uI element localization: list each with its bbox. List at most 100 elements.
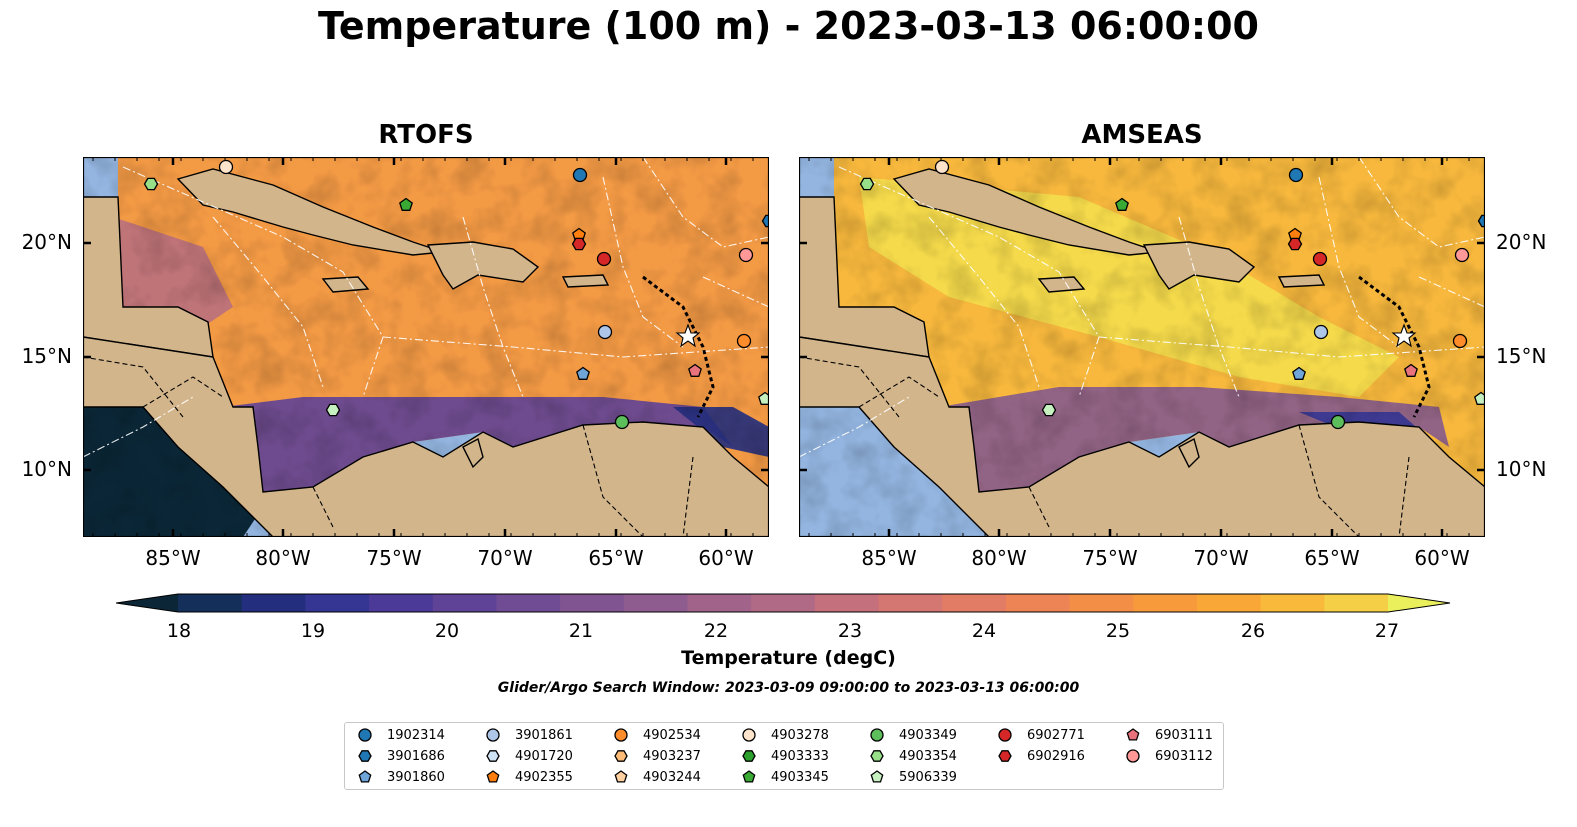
float-marker <box>614 414 630 430</box>
float-marker-icon <box>742 728 756 742</box>
lon-label: 60°W <box>698 546 754 570</box>
country-border <box>1298 424 1360 537</box>
lon-label: 80°W <box>255 546 311 570</box>
legend-item: 4903278 <box>741 725 829 745</box>
island-arc <box>1358 275 1431 418</box>
eez-boundary <box>122 166 384 398</box>
float-marker-icon <box>1126 749 1140 763</box>
float-marker <box>486 728 500 742</box>
float-marker <box>571 237 587 251</box>
float-marker-icon <box>614 770 628 783</box>
colorbar-segment <box>623 594 689 612</box>
float-marker <box>614 728 628 742</box>
colorbar-segment <box>942 594 1007 612</box>
float-marker <box>143 177 159 191</box>
float-marker <box>1312 251 1328 267</box>
panel-title-amseas: AMSEAS <box>1081 120 1203 150</box>
colorbar-label: Temperature (degC) <box>681 647 896 669</box>
float-marker <box>358 750 372 762</box>
eez-boundary <box>83 396 194 458</box>
land-cuba <box>892 168 1160 256</box>
land-trinidad <box>1178 437 1200 469</box>
star-marker <box>1391 323 1417 348</box>
float-marker <box>1292 366 1306 380</box>
float-marker <box>1452 333 1468 349</box>
legend-item: 4901720 <box>485 746 573 766</box>
colorbar-segment <box>560 594 625 612</box>
country-border <box>799 356 900 418</box>
lon-label: 60°W <box>1414 546 1470 570</box>
legend-item: 1902314 <box>357 725 445 745</box>
lat-label: 20°N <box>21 230 72 254</box>
float-marker-icon <box>486 770 500 783</box>
float-marker-icon <box>742 750 756 762</box>
float-marker-icon <box>998 750 1012 762</box>
colorbar-segment <box>1005 594 1071 612</box>
lon-label: 80°W <box>971 546 1027 570</box>
eez-boundary <box>602 176 684 348</box>
colorbar-segment <box>305 594 370 612</box>
float-marker <box>325 403 341 417</box>
lat-label: 10°N <box>21 457 72 481</box>
float-marker <box>576 366 590 380</box>
legend-item: 3901860 <box>357 767 445 787</box>
lon-label: 75°W <box>1082 546 1138 570</box>
land-jamaica <box>1037 276 1086 293</box>
legend-item: 3901861 <box>485 725 573 745</box>
lat-label: 15°N <box>21 344 72 368</box>
land-hispaniola <box>426 241 540 290</box>
legend-item: 6902916 <box>997 746 1085 766</box>
country-border <box>83 356 184 418</box>
float-marker <box>614 770 628 783</box>
map-content <box>83 157 769 537</box>
float-marker <box>218 159 234 175</box>
lon-label: 70°W <box>1193 546 1249 570</box>
colorbar-tick-label: 25 <box>1105 620 1131 642</box>
float-marker-icon <box>998 728 1012 742</box>
legend-item: 4902355 <box>485 767 573 787</box>
legend-item: 4902534 <box>613 725 701 745</box>
float-marker <box>1126 749 1140 763</box>
lon-label: 70°W <box>477 546 533 570</box>
float-marker-icon <box>358 770 372 783</box>
lon-label: 85°W <box>861 546 917 570</box>
colorbar-segment <box>878 594 943 612</box>
colorbar-segment <box>814 594 880 612</box>
land-cuba <box>176 168 444 256</box>
float-marker <box>358 728 372 742</box>
colorbar-segment <box>1133 594 1198 612</box>
float-marker <box>1126 728 1140 741</box>
eez-boundary <box>462 216 524 398</box>
float-marker <box>998 728 1012 742</box>
float-marker <box>1474 391 1485 405</box>
map-frame <box>799 157 1485 537</box>
eez-boundary <box>928 216 1040 388</box>
colorbar-tick-label: 20 <box>434 620 460 642</box>
float-marker-icon <box>358 750 372 762</box>
lon-label: 65°W <box>1304 546 1360 570</box>
legend-item: 4903237 <box>613 746 701 766</box>
eez-boundary <box>1418 276 1485 308</box>
colorbar-tick-label: 22 <box>703 620 729 642</box>
legend-item: 5906339 <box>869 767 957 787</box>
country-border <box>682 456 694 537</box>
eez-boundary <box>212 216 324 388</box>
eez-boundary <box>1178 216 1240 398</box>
float-marker <box>572 167 588 183</box>
float-marker <box>742 770 756 783</box>
country-border <box>858 376 940 408</box>
colorbar-segment <box>687 594 752 612</box>
float-marker <box>1477 214 1485 228</box>
float-marker <box>998 750 1012 762</box>
float-marker <box>1287 237 1303 251</box>
land-hispaniola <box>1142 241 1256 290</box>
float-marker <box>1288 167 1304 183</box>
eez-boundary <box>838 166 1100 398</box>
float-marker <box>596 251 612 267</box>
float-marker <box>738 247 754 263</box>
colorbar-segment <box>496 594 561 612</box>
colorbar <box>116 593 1451 613</box>
colorbar-segment <box>751 594 816 612</box>
colorbar-extend-high <box>1388 594 1450 612</box>
float-marker <box>859 177 875 191</box>
